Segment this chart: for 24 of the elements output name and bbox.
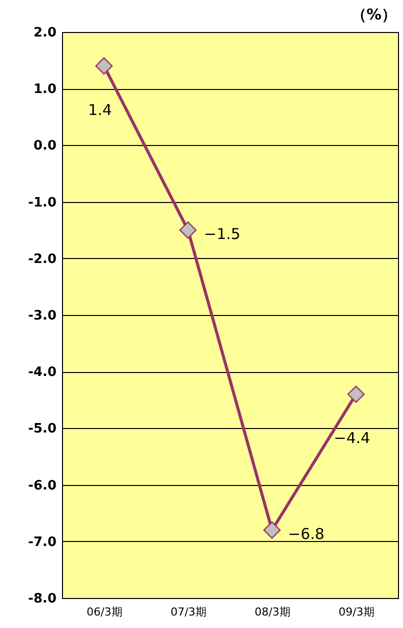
y-tick-label: -1.0: [28, 195, 56, 210]
data-label: −1.5: [204, 225, 240, 244]
point: [95, 57, 113, 75]
data-label: −6.8: [288, 525, 324, 544]
data-label: 1.4: [88, 100, 112, 119]
data-label: −4.4: [334, 429, 370, 448]
x-tick-label: 09/3期: [338, 606, 374, 618]
y-tick-label: -3.0: [28, 308, 56, 324]
y-tick-label: -4.0: [28, 365, 56, 380]
y-tick-label: -5.0: [28, 422, 56, 437]
point: [347, 386, 365, 403]
point: [179, 221, 197, 239]
y-tick-label: 2.0: [33, 26, 56, 40]
y-tick-label: -6.0: [28, 478, 56, 494]
y-tick-label: 1.0: [33, 82, 56, 98]
x-tick-label: 07/3期: [170, 606, 206, 618]
point: [263, 521, 281, 539]
y-tick-label: -7.0: [28, 534, 56, 550]
x-tick-label: 08/3期: [254, 606, 290, 618]
y-axis-title: （%）: [351, 6, 396, 24]
y-tick-label: -2.0: [28, 252, 56, 267]
y-tick-label: 0.0: [33, 138, 56, 154]
x-tick-label: 06/3期: [86, 606, 122, 618]
y-tick-label: -8.0: [28, 592, 56, 606]
